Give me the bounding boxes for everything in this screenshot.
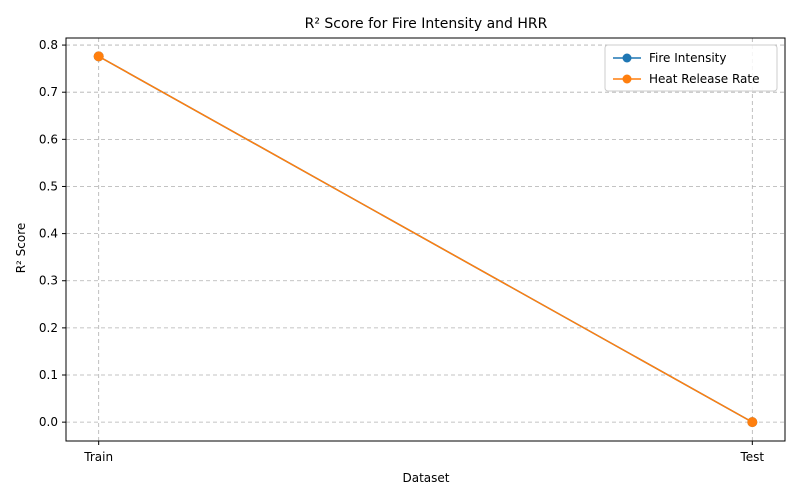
data-point (747, 417, 758, 428)
gridlines (66, 38, 785, 441)
series-line (98, 55, 753, 423)
chart-title: R² Score for Fire Intensity and HRR (305, 16, 548, 32)
y-axis-label: R² Score (14, 223, 28, 274)
y-tick-label: 0.2 (39, 321, 58, 335)
y-tick-label: 0.5 (39, 179, 58, 193)
series-2 (93, 51, 758, 428)
x-axis-ticks: Train Test (83, 441, 764, 464)
legend-label: Fire Intensity (649, 51, 726, 65)
legend-label: Heat Release Rate (649, 72, 760, 86)
x-tick-label: Train (83, 450, 113, 464)
legend-swatch-marker (622, 74, 632, 84)
y-tick-label: 0.4 (39, 227, 58, 241)
y-tick-label: 0.7 (39, 85, 58, 99)
legend: Fire Intensity Heat Release Rate (604, 44, 778, 92)
legend-swatch-marker (622, 53, 632, 63)
y-tick-label: 0.8 (39, 38, 58, 52)
data-point (93, 51, 104, 62)
legend-box (604, 44, 778, 92)
series-layer (93, 51, 758, 428)
y-tick-label: 0.6 (39, 132, 58, 146)
legend-entry: Fire Intensity (613, 51, 726, 65)
x-tick-label: Test (739, 450, 764, 464)
y-tick-label: 0.1 (39, 368, 58, 382)
y-tick-label: 0.3 (39, 274, 58, 288)
legend-entry: Heat Release Rate (613, 72, 760, 86)
x-axis-label: Dataset (403, 471, 450, 485)
plot-frame (65, 37, 786, 442)
y-tick-label: 0.0 (39, 415, 58, 429)
y-axis-ticks: 0.0 0.1 0.2 0.3 0.4 0.5 0.6 0.7 0.8 (39, 38, 66, 429)
